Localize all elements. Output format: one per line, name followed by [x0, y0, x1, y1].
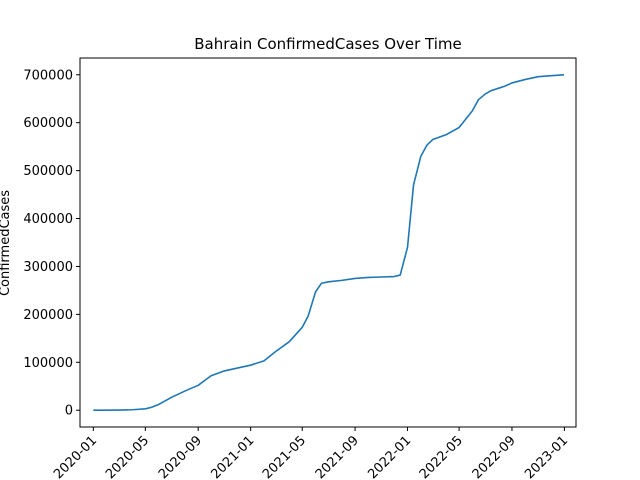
y-axis-label: ConfirmedCases [0, 190, 13, 296]
y-axis-ticks: 0 100000 200000 300000 400000 500000 600000 700… [23, 68, 80, 419]
y-tick-label-0: 0 [65, 404, 73, 419]
y-tick-label-1: 100000 [23, 356, 73, 371]
chart-title: Bahrain ConfirmedCases Over Time [194, 35, 462, 53]
y-tick-label-2: 200000 [23, 308, 73, 323]
y-tick-label-5: 500000 [23, 164, 73, 179]
series-line-0 [93, 73, 565, 412]
y-tick-label-6: 600000 [23, 116, 73, 131]
y-tick-label-4: 400000 [23, 212, 73, 227]
y-tick-label-7: 700000 [23, 68, 73, 83]
plot-frame [79, 57, 577, 428]
y-tick-label-3: 300000 [23, 260, 73, 275]
plot-line-layer [93, 73, 565, 412]
